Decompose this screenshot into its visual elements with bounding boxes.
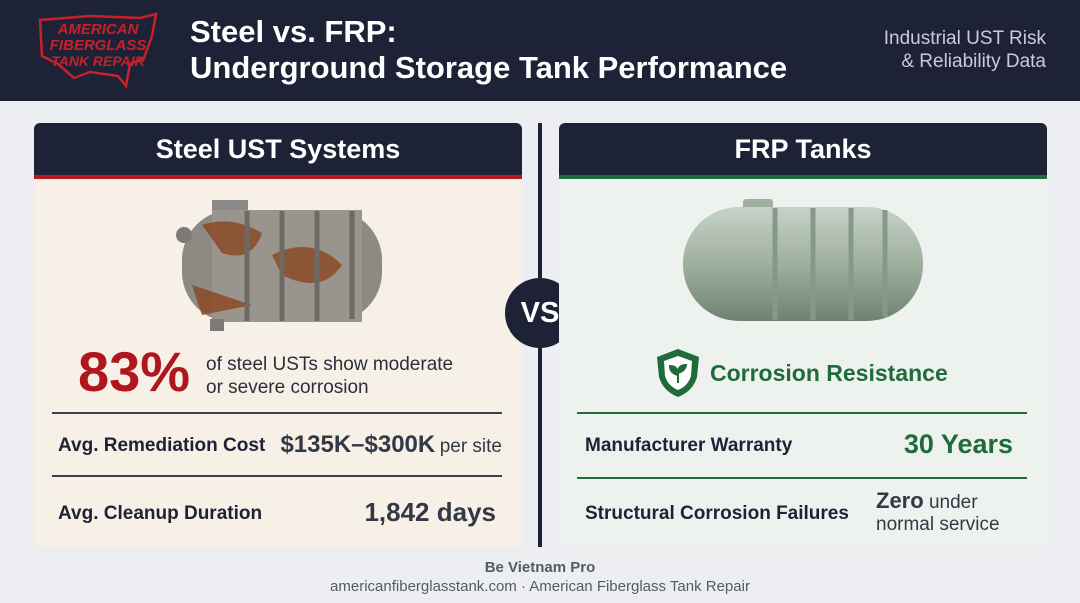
frp-card: FRP Tanks Corrosion Resistance Manufactu… [559,123,1047,547]
subtitle: Industrial UST Risk & Reliability Data [884,27,1046,73]
row-value: $135K–$300K per site [280,431,502,459]
suffix: under [928,492,978,513]
steel-card: Steel UST Systems 83% of steel USTs show… [34,123,522,547]
suffix: per site [439,436,502,457]
title-line: Steel vs. FRP: [190,14,397,49]
stat-line: or severe corrosion [206,377,369,398]
stat: 83% [78,340,191,403]
value: $135K–$300K [280,431,436,458]
frp-tank [683,199,923,321]
divider [577,412,1027,414]
title-line: Underground Storage Tank Performance [190,50,788,85]
value: Zero [876,488,924,513]
credit: americanfiberglasstank.com · American Fi… [330,578,750,595]
stat-text: of steel USTs show moderate or severe co… [206,353,453,399]
row-label: Avg. Remediation Cost [58,435,266,456]
font-note: Be Vietnam Pro [484,559,596,576]
logo: AMERICAN FIBERGLASS TANK REPAIR [38,12,158,89]
logo-text: AMERICAN [57,21,140,38]
steel-tank [176,200,382,331]
title: Steel vs. FRP: Underground Storage Tank … [190,14,787,86]
header: AMERICAN FIBERGLASS TANK REPAIR Steel vs… [0,0,1080,101]
row-value: 1,842 days [364,497,496,527]
card-title: FRP Tanks [559,123,1047,179]
badge-text: Corrosion Resistance [710,360,948,386]
subtitle-line: Industrial UST Risk [883,28,1046,49]
row-label: Avg. Cleanup Duration [58,503,263,524]
divider [577,477,1027,479]
logo-text: TANK REPAIR [51,53,145,69]
row-value: Zero under normal service [876,490,1000,536]
row-value: 30 Years [903,429,1013,459]
suffix: normal service [876,514,1000,535]
shield-icon [657,349,699,397]
logo-text: FIBERGLASS [50,37,147,54]
subtitle-line: & Reliability Data [901,51,1046,72]
divider [52,475,502,477]
card-title: Steel UST Systems [34,123,522,179]
divider [52,412,502,414]
row-label: Manufacturer Warranty [585,435,793,456]
row-label: Structural Corrosion Failures [585,503,849,524]
stat-line: of steel USTs show moderate [206,354,454,375]
